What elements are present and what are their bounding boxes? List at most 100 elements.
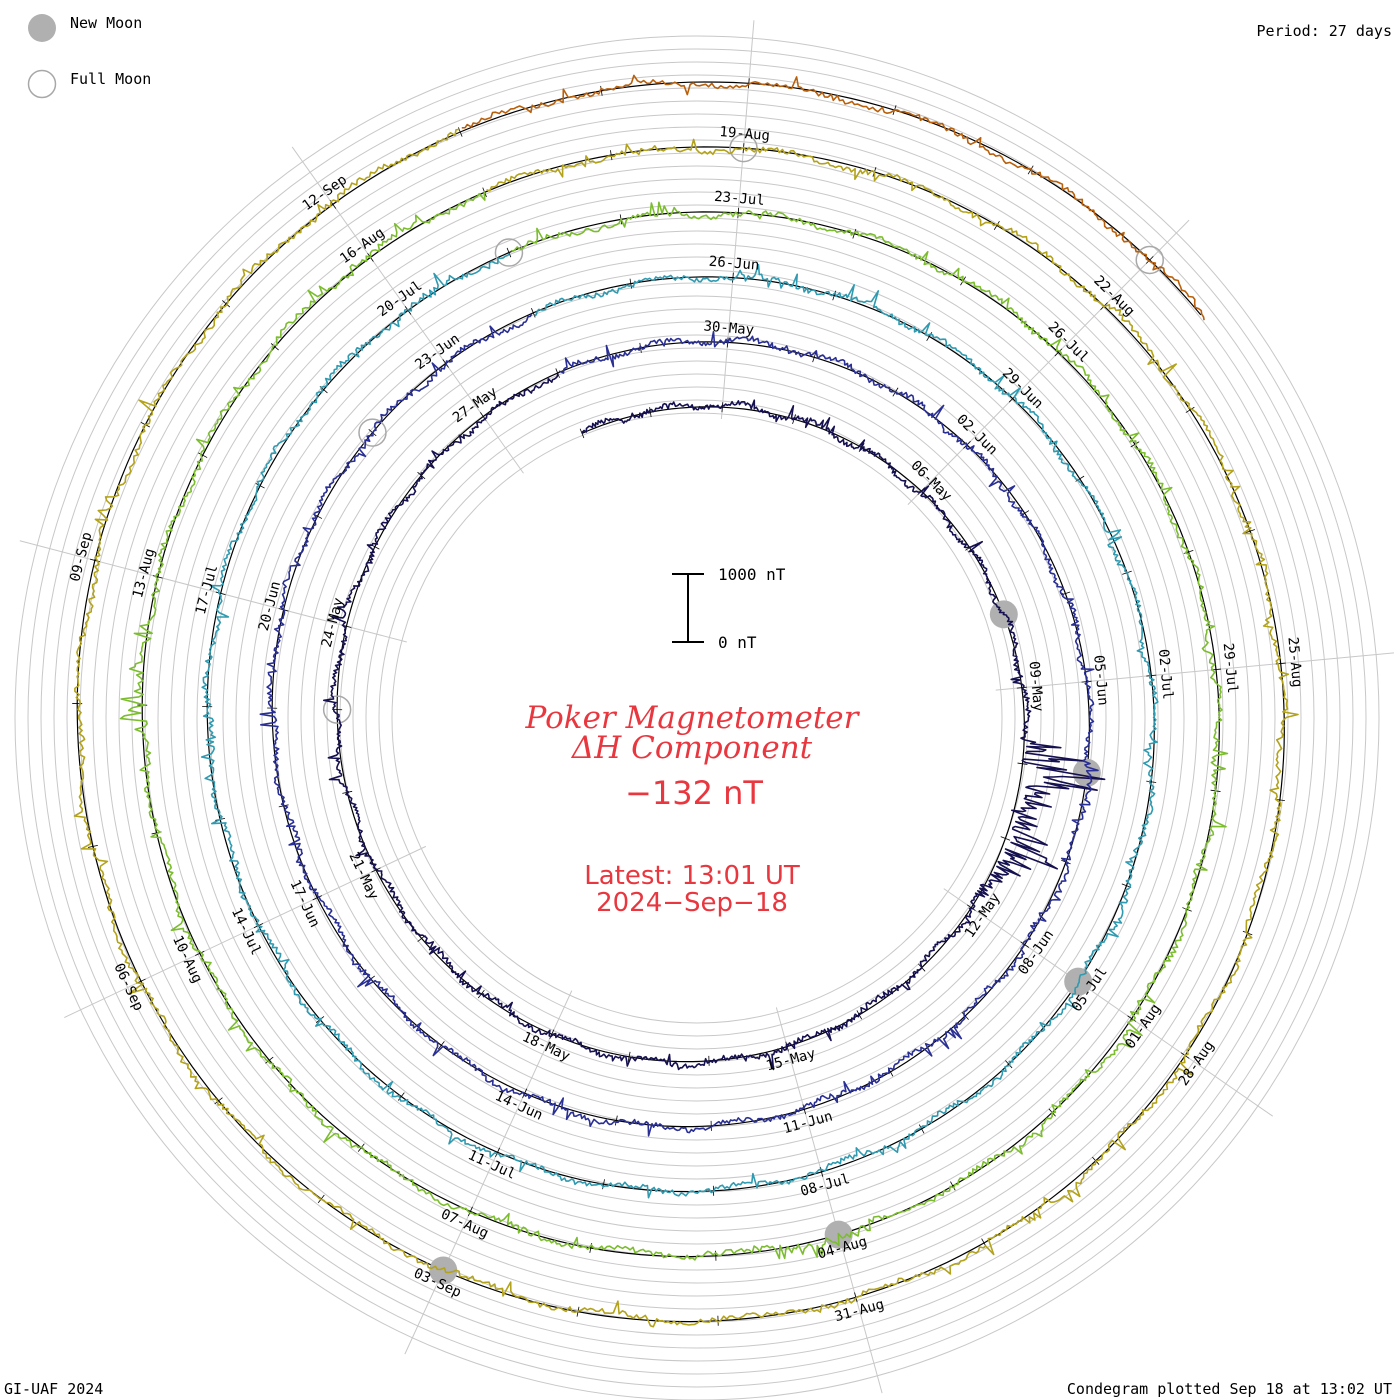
day-tick <box>312 895 322 901</box>
date-label: 05-Jun <box>1090 654 1111 706</box>
grid-ring <box>144 165 1250 1271</box>
date-label: 21-May <box>345 850 381 903</box>
new-moon-marker <box>1072 758 1101 787</box>
day-tick <box>1130 441 1140 448</box>
radial-spoke <box>404 990 573 1355</box>
radial-spoke <box>943 888 1274 1117</box>
day-tick <box>522 1088 528 1098</box>
new-moon-marker <box>429 1256 458 1285</box>
full-moon-legend-icon <box>27 69 57 99</box>
current-value: −132 nT <box>625 774 763 812</box>
date-label: 31-Aug <box>833 1296 886 1325</box>
day-tick <box>371 867 381 873</box>
day-tick <box>152 575 163 579</box>
day-tick <box>222 300 231 308</box>
date-label: 07-Aug <box>438 1206 491 1242</box>
chart-title: Poker Magnetometer <box>525 700 861 736</box>
day-tick <box>802 1104 806 1115</box>
day-tick <box>480 412 487 421</box>
day-tick <box>531 308 536 318</box>
date-label: 02-Jul <box>1155 648 1176 700</box>
day-tick <box>1054 348 1063 357</box>
day-tick <box>265 1056 274 1064</box>
date-label: 10-Aug <box>169 933 205 986</box>
day-tick <box>732 272 734 283</box>
radial-spoke <box>907 219 1190 505</box>
latest-date: 2024−Sep−18 <box>596 888 788 918</box>
day-tick <box>495 1147 500 1158</box>
grid-ring <box>183 204 1211 1232</box>
date-label: 19-Aug <box>719 124 771 144</box>
day-tick <box>270 343 279 351</box>
day-tick <box>87 844 98 848</box>
day-tick <box>950 1181 956 1191</box>
day-tick <box>602 1179 605 1190</box>
grid-ring <box>53 74 1341 1362</box>
full-moon-marker <box>358 418 387 447</box>
full-moon-legend-label: Full Moon <box>70 70 151 88</box>
grid-ring <box>27 48 1367 1388</box>
day-tick <box>1245 529 1256 534</box>
day-tick <box>1016 686 1027 689</box>
day-tick <box>1020 510 1030 517</box>
day-tick <box>506 247 512 258</box>
date-label: 26-Jun <box>708 254 760 274</box>
data-trace-cycle-1 <box>323 373 1106 1071</box>
day-tick <box>1081 680 1092 683</box>
day-tick <box>1146 780 1157 783</box>
day-tick <box>1146 674 1157 677</box>
day-tick <box>467 1206 473 1217</box>
grid-ring <box>378 399 1016 1037</box>
radial-spoke <box>995 652 1395 691</box>
data-trace-cycle-5 <box>73 128 1299 1328</box>
data-trace-cycle-4 <box>119 191 1229 1261</box>
day-tick <box>1185 406 1195 413</box>
data-traces <box>73 74 1299 1328</box>
day-tick <box>629 278 632 289</box>
radial-spoke <box>64 845 427 1018</box>
grid-ring <box>170 191 1224 1245</box>
day-tick <box>437 1041 445 1050</box>
date-label: 06-Sep <box>110 961 146 1014</box>
grid-ring <box>261 282 1133 1154</box>
day-tick <box>1000 836 1011 841</box>
date-label: 23-Jul <box>714 189 766 209</box>
grid-ring <box>79 100 1315 1336</box>
day-tick <box>1017 762 1028 765</box>
day-tick <box>1182 907 1192 912</box>
grid-ring <box>40 61 1354 1375</box>
day-tick <box>555 368 560 378</box>
date-label: 17-Jun <box>287 878 323 931</box>
new-moon-legend-icon <box>28 14 56 42</box>
grid-ring <box>105 126 1289 1310</box>
day-tick <box>792 414 797 425</box>
period-label: Period: 27 days <box>1256 22 1392 40</box>
day-tick <box>579 428 585 439</box>
grid-ring <box>14 35 1380 1400</box>
scale-bar: 1000 nT 0 nT <box>672 565 786 652</box>
grid-ring <box>118 139 1276 1297</box>
day-tick <box>961 1011 969 1020</box>
scale-top-label: 1000 nT <box>718 565 786 584</box>
chart-subtitle: ΔH Component <box>571 730 813 766</box>
new-moon-marker <box>1064 967 1093 996</box>
day-tick <box>993 220 1000 230</box>
day-tick <box>737 207 740 218</box>
scale-bottom-label: 0 nT <box>718 633 757 652</box>
grid-ring <box>300 321 1094 1115</box>
day-tick <box>1005 1060 1013 1069</box>
day-tick <box>255 483 265 489</box>
day-tick <box>812 352 817 363</box>
day-tick <box>1075 475 1085 482</box>
day-tick <box>1020 941 1030 948</box>
day-tick <box>966 904 976 911</box>
date-label: 25-Aug <box>1284 636 1305 688</box>
day-tick <box>918 1124 925 1134</box>
day-tick <box>198 452 208 458</box>
day-tick <box>610 150 613 161</box>
date-label: 09-May <box>1025 660 1046 712</box>
day-tick <box>1127 1015 1137 1022</box>
grid-ring <box>131 152 1263 1284</box>
day-tick <box>215 591 226 595</box>
